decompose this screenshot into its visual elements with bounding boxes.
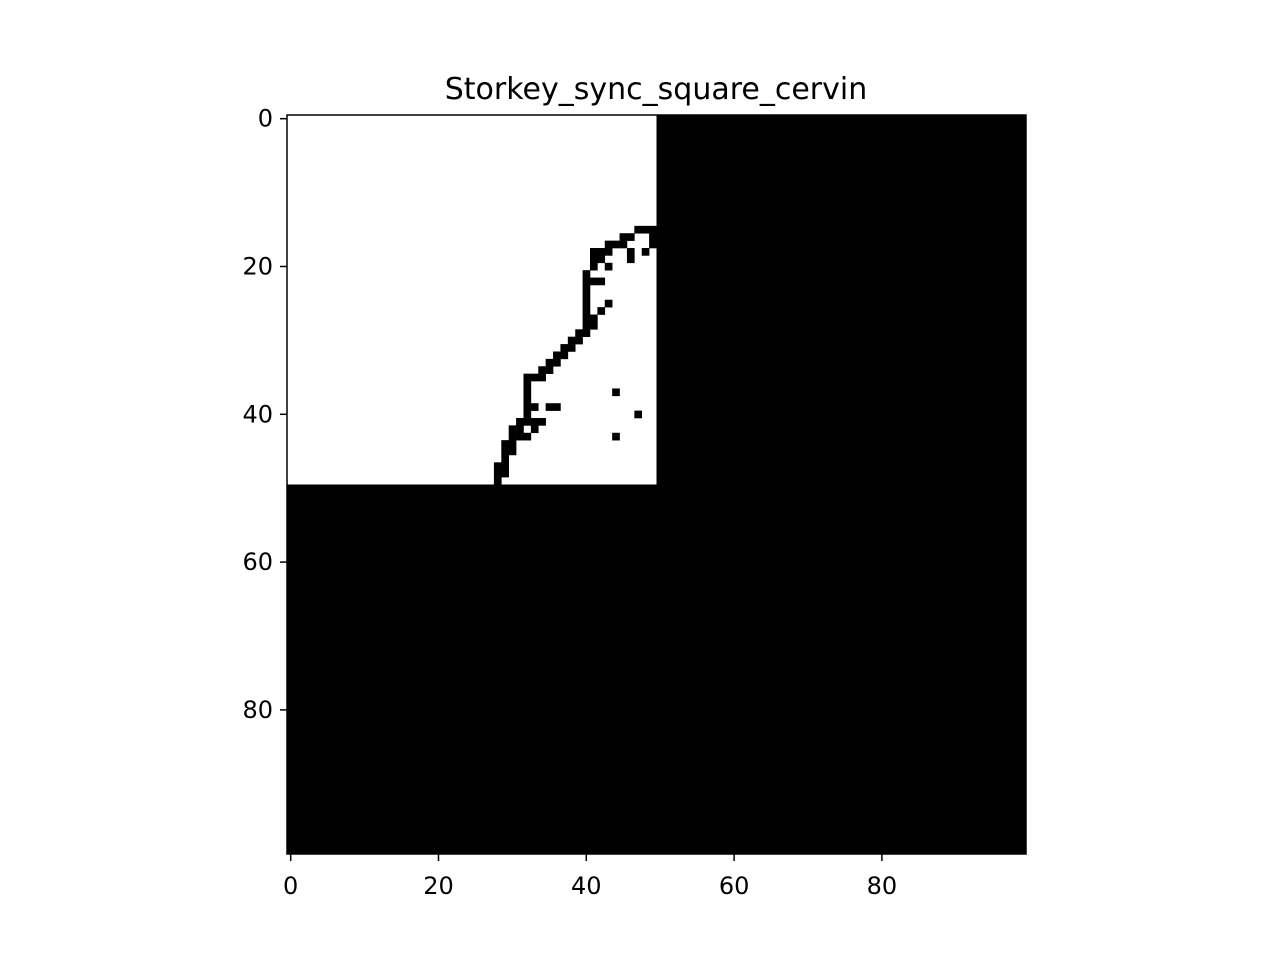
heatmap-cell <box>589 248 598 256</box>
heatmap-cell <box>523 395 532 404</box>
heatmap-cell <box>582 270 591 278</box>
heatmap-cell <box>604 240 613 249</box>
heatmap-cell <box>582 307 591 315</box>
heatmap-cell <box>545 358 554 367</box>
y-tick-label: 0 <box>258 105 273 133</box>
heatmap-cell <box>582 277 591 286</box>
heatmap-cell <box>619 233 628 241</box>
heatmap-cell <box>589 314 598 323</box>
heatmap-cell <box>493 477 502 485</box>
white-region <box>287 115 657 485</box>
plot-frame <box>286 114 1027 855</box>
x-tick-label: 60 <box>719 872 750 900</box>
heatmap-cell <box>538 373 546 382</box>
heatmap-cell <box>501 462 509 471</box>
heatmap-cell <box>523 373 532 382</box>
heatmap-cell <box>589 321 598 330</box>
heatmap-cell <box>597 255 606 264</box>
heatmap-cell <box>582 292 591 301</box>
heatmap-cell <box>553 403 561 411</box>
heatmap-cell <box>567 336 576 345</box>
heatmap-cell <box>545 366 554 374</box>
heatmap-cell <box>604 248 613 256</box>
heatmap-cell <box>589 255 598 264</box>
heatmap-cell <box>589 277 598 286</box>
y-tick-label: 60 <box>242 548 273 576</box>
heatmap-cell <box>508 440 517 448</box>
x-tick-label: 20 <box>423 872 454 900</box>
heatmap-cell <box>575 336 583 345</box>
heatmap-cell <box>553 358 561 367</box>
heatmap-cell <box>538 366 546 374</box>
y-tick-label: 40 <box>242 400 273 428</box>
chart-title: Storkey_sync_square_cervin <box>445 72 868 107</box>
heatmap-cell <box>597 277 606 286</box>
heatmap-cell <box>560 344 569 352</box>
heatmap-cell <box>649 240 657 249</box>
x-axis-ticks: 0 20 40 60 80 <box>283 854 897 900</box>
heatmap-cell <box>501 440 509 448</box>
heatmap-cell <box>582 284 591 293</box>
heatmap-cell <box>553 351 561 360</box>
heatmap-cell <box>582 314 591 323</box>
heatmap-cell <box>516 432 524 441</box>
heatmap-cell <box>545 403 554 411</box>
heatmap-cell <box>641 248 650 256</box>
heatmap-cell <box>612 432 620 441</box>
heatmap-cell <box>612 240 620 249</box>
heatmap-cell <box>575 329 583 337</box>
heatmap-cell <box>560 351 569 360</box>
white-block <box>287 115 657 485</box>
heatmap-cell <box>634 225 643 234</box>
heatmap-cell <box>626 233 635 241</box>
heatmap-cell <box>501 447 509 456</box>
heatmap-cell <box>530 403 539 411</box>
heatmap-cell <box>597 307 606 315</box>
heatmap-cell <box>501 469 509 478</box>
heatmap-cell <box>493 462 502 471</box>
heatmap-cell <box>523 388 532 397</box>
heatmap-cell <box>626 255 635 264</box>
heatmap-cell <box>530 417 539 426</box>
heatmap-cell <box>641 225 650 234</box>
y-tick-label: 20 <box>242 252 273 280</box>
x-tick-label: 0 <box>283 872 298 900</box>
heatmap-cell <box>501 454 509 463</box>
heatmap-cell <box>508 425 517 434</box>
y-tick-label: 80 <box>242 696 273 724</box>
heatmap-cell <box>649 225 657 234</box>
heatmap-cell <box>508 432 517 441</box>
heatmap-cell <box>604 299 613 308</box>
heatmap-cell <box>516 425 524 434</box>
x-tick-label: 40 <box>571 872 602 900</box>
pixel-layer <box>493 225 657 485</box>
heatmap-cell <box>619 240 628 249</box>
heatmap-cell <box>649 233 657 241</box>
heatmap-cell <box>589 262 598 271</box>
heatmap-cell <box>634 410 643 419</box>
heatmap-cell <box>523 432 532 441</box>
heatmap-cell <box>538 417 546 426</box>
heatmap-cell <box>582 329 591 337</box>
y-axis-ticks: 0 20 40 60 80 <box>242 105 287 724</box>
heatmap-cell <box>567 344 576 352</box>
heatmap-cell <box>626 248 635 256</box>
heatmap-cell <box>582 321 591 330</box>
heatmap-cell <box>523 417 532 426</box>
heatmap-cell <box>582 299 591 308</box>
heatmap-cell <box>612 388 620 397</box>
heatmap-cell <box>516 417 524 426</box>
heatmap-cell <box>493 469 502 478</box>
heatmap-cell <box>523 410 532 419</box>
heatmap-cell <box>523 403 532 411</box>
heatmap-cell <box>530 373 539 382</box>
heatmap-cell <box>523 381 532 389</box>
heatmap-cell <box>530 425 539 434</box>
heatmap-cell <box>597 248 606 256</box>
heatmap-cell <box>508 447 517 456</box>
heatmap-cell <box>604 262 613 271</box>
x-tick-label: 80 <box>867 872 898 900</box>
